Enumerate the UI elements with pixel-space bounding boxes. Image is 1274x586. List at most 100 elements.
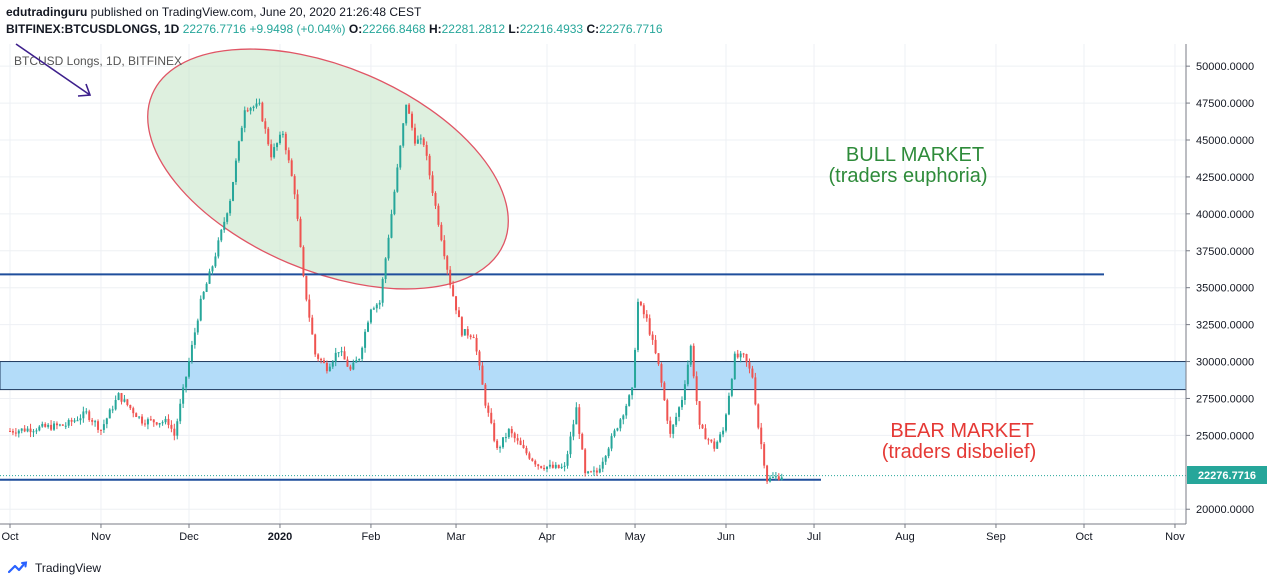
candle-body (117, 393, 120, 400)
candle (152, 419, 155, 427)
candle-body (146, 419, 149, 425)
candle (296, 189, 299, 222)
candle-body (190, 344, 193, 362)
candle-body (654, 339, 657, 354)
candle-body (548, 464, 551, 467)
candle (634, 347, 637, 389)
candle (102, 419, 105, 433)
candle (243, 106, 246, 133)
candle-body (246, 110, 249, 112)
candle-body (11, 431, 14, 433)
candle (270, 139, 273, 161)
candle-body (293, 176, 296, 195)
candle (698, 400, 701, 430)
time-axis[interactable]: Oct Nov Dec 2020 Feb Mar Apr May Jun Jul Aug Sep Oct… (1, 524, 1185, 543)
bear-market-label[interactable]: BEAR MARKET (890, 420, 1033, 442)
candle-body (771, 476, 774, 478)
candle-body (660, 364, 663, 383)
candle (478, 349, 481, 371)
candle-body (205, 283, 208, 292)
candle-body (736, 353, 739, 358)
candle (337, 352, 340, 358)
candle (114, 395, 117, 411)
price-tick-label: 30000.0000 (1196, 357, 1254, 369)
candle (393, 189, 396, 216)
candle-body (554, 464, 557, 468)
candle-body (472, 337, 475, 339)
candle (149, 415, 152, 421)
candle-body (182, 387, 185, 404)
candle (581, 432, 584, 450)
candle-body (587, 471, 590, 474)
candle-body (716, 441, 719, 449)
candle-body (340, 351, 343, 353)
candle (522, 439, 525, 449)
candle-body (666, 400, 669, 421)
candle-body (152, 419, 155, 423)
candle (135, 412, 138, 418)
candle-body (569, 436, 572, 455)
candle-body (264, 121, 267, 129)
price-axis[interactable]: 50000.0000 47500.0000 45000.0000 42500.0000… (1186, 61, 1254, 516)
candle-body (217, 240, 220, 257)
candle-body (463, 329, 466, 336)
price-tick-label: 47500.0000 (1196, 98, 1254, 110)
candle (26, 426, 29, 433)
candle (117, 392, 120, 401)
footer-brand[interactable]: TradingView (35, 561, 102, 575)
candle-body (44, 423, 47, 427)
candle (475, 334, 478, 356)
candle (170, 420, 173, 433)
candle-body (387, 237, 390, 259)
candle-body (763, 444, 766, 466)
candle (58, 423, 61, 427)
candle-body (220, 229, 223, 241)
low-value: 22216.4933 (519, 22, 584, 36)
candle-body (47, 424, 50, 427)
bull-market-sublabel[interactable]: (traders euphoria) (829, 165, 988, 187)
last-price-tag-text: 22276.7716 (1198, 470, 1256, 482)
candle-body (399, 145, 402, 168)
candle (613, 428, 616, 438)
candle (141, 414, 144, 426)
price-tick-label: 37500.0000 (1196, 246, 1254, 258)
candle-body (143, 423, 146, 425)
candle (185, 376, 188, 393)
candle (666, 398, 669, 425)
candle-body (328, 366, 331, 372)
candle-body (636, 301, 639, 350)
candle-body (97, 421, 100, 430)
candle (328, 363, 331, 372)
candle-body (408, 104, 411, 114)
candle (111, 405, 114, 414)
arrow-drawing[interactable] (15, 43, 92, 97)
candle-body (560, 466, 563, 469)
candle (232, 181, 235, 202)
publisher-name[interactable]: edutradinguru (6, 5, 88, 19)
candle-body (129, 404, 132, 409)
bear-market-sublabel[interactable]: (traders disbelief) (882, 441, 1037, 463)
candle-body (355, 360, 358, 363)
candle (639, 301, 642, 307)
candle-body (543, 467, 546, 470)
candle-body (551, 464, 554, 468)
candle-body (581, 433, 584, 450)
candle (592, 466, 595, 476)
candle (531, 457, 534, 462)
euphoria-ellipse[interactable] (112, 0, 543, 337)
candle (390, 209, 393, 239)
candle (701, 423, 704, 429)
candle (686, 360, 689, 387)
candle-body (440, 224, 443, 241)
candle (537, 463, 540, 470)
candle-body (73, 420, 76, 422)
candle-body (507, 429, 510, 438)
candle-body (411, 113, 414, 128)
candle-body (516, 438, 519, 441)
candle (675, 412, 678, 427)
candle-body (739, 353, 742, 358)
candle-body (164, 418, 167, 423)
candle (560, 463, 563, 470)
bull-market-label[interactable]: BULL MARKET (846, 144, 984, 166)
